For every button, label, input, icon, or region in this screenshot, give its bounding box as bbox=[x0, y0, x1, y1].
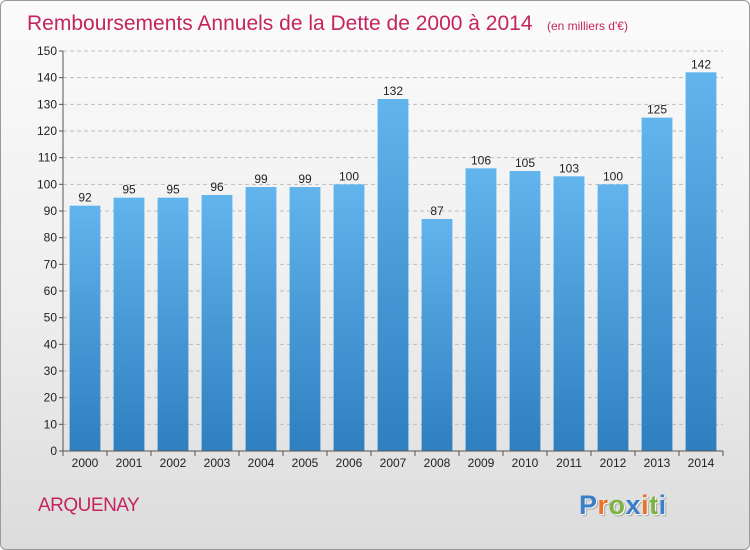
y-tick-label: 130 bbox=[37, 97, 57, 111]
x-tick-label-2001: 2001 bbox=[116, 456, 143, 470]
y-tick-label: 40 bbox=[44, 337, 58, 351]
x-tick-label-2008: 2008 bbox=[424, 456, 451, 470]
bar-2006 bbox=[333, 184, 365, 452]
axes bbox=[62, 51, 723, 452]
x-tick-label-2005: 2005 bbox=[292, 456, 319, 470]
bar-2001 bbox=[113, 197, 145, 451]
bar-2003 bbox=[201, 195, 233, 451]
x-tick-label-2014: 2014 bbox=[688, 456, 715, 470]
bars bbox=[69, 72, 717, 452]
x-tick-label-2003: 2003 bbox=[204, 456, 231, 470]
bar-value-labels: 92 95 95 96 99 99 100 132 87 106 105 103 100 125 142 bbox=[78, 57, 711, 218]
y-tick-label: 60 bbox=[44, 284, 58, 298]
commune-name: ARQUENAY bbox=[38, 495, 140, 516]
bar-value-label-2003: 96 bbox=[210, 180, 224, 194]
y-tick-label: 110 bbox=[38, 151, 57, 165]
y-tick-label: 30 bbox=[44, 364, 58, 378]
bar-2008 bbox=[421, 219, 453, 451]
logo-letter-6: i bbox=[658, 490, 667, 520]
x-tick-label-2013: 2013 bbox=[644, 456, 671, 470]
bar-2009 bbox=[465, 168, 497, 452]
bar-2007 bbox=[377, 99, 409, 451]
bar-value-label-2001: 95 bbox=[122, 183, 136, 197]
y-tick-label: 140 bbox=[37, 71, 57, 85]
bar-2005 bbox=[289, 187, 321, 451]
bar-value-label-2008: 87 bbox=[430, 204, 444, 218]
chart-title-main: Remboursements Annuels de la Dette de 20… bbox=[27, 12, 533, 35]
x-tick-label-2004: 2004 bbox=[248, 456, 275, 470]
logo-letter-1: r bbox=[597, 490, 609, 520]
bar-2000 bbox=[69, 205, 101, 451]
bar-2013 bbox=[641, 117, 673, 452]
bar-value-label-2011: 103 bbox=[559, 161, 579, 175]
bar-value-label-2009: 106 bbox=[471, 153, 491, 167]
logo-letter-5: t bbox=[649, 490, 659, 520]
bar-value-label-2004: 99 bbox=[254, 172, 268, 186]
chart-title: Remboursements Annuels de la Dette de 20… bbox=[27, 12, 628, 35]
bar-value-label-2000: 92 bbox=[78, 191, 92, 205]
x-tick-label-2010: 2010 bbox=[512, 456, 539, 470]
bar-value-label-2013: 125 bbox=[647, 103, 667, 117]
bar-2010 bbox=[509, 171, 541, 451]
bar-value-label-2007: 132 bbox=[383, 84, 403, 98]
y-tick-label: 20 bbox=[44, 391, 58, 405]
logo-letter-3: x bbox=[625, 490, 642, 520]
bar-value-label-2006: 100 bbox=[339, 169, 359, 183]
x-axis-ticks: 2000 2001 2002 2003 2004 2005 2006 2007 2008 2009… bbox=[62, 451, 724, 470]
bar-value-label-2012: 100 bbox=[603, 169, 623, 183]
bar-value-label-2005: 99 bbox=[298, 172, 312, 186]
x-tick-label-2009: 2009 bbox=[468, 456, 495, 470]
y-axis-ticks: 0 10 20 30 40 50 60 70 80 90 100 110 120 130 140 150 bbox=[37, 44, 63, 458]
chart-title-unit: (en milliers d'€) bbox=[547, 19, 628, 33]
bar-2002 bbox=[157, 197, 189, 451]
bar-2012 bbox=[597, 184, 629, 452]
bar-value-label-2014: 142 bbox=[691, 57, 711, 71]
bar-2011 bbox=[553, 176, 585, 452]
x-tick-label-2011: 2011 bbox=[556, 456, 582, 470]
logo-letter-0: P bbox=[579, 490, 598, 520]
y-tick-label: 0 bbox=[50, 444, 57, 458]
y-tick-label: 90 bbox=[44, 204, 58, 218]
proxiti-logo[interactable]: Proxiti bbox=[579, 490, 667, 521]
y-tick-label: 70 bbox=[44, 257, 58, 271]
y-tick-label: 150 bbox=[37, 44, 57, 58]
y-tick-label: 10 bbox=[44, 417, 58, 431]
logo-letter-4: i bbox=[641, 490, 650, 520]
y-tick-label: 80 bbox=[44, 231, 58, 245]
logo-letter-2: o bbox=[608, 490, 626, 520]
x-tick-label-2007: 2007 bbox=[380, 456, 407, 470]
bar-2014 bbox=[685, 72, 717, 451]
y-tick-label: 120 bbox=[37, 124, 57, 138]
bar-value-label-2010: 105 bbox=[515, 156, 535, 170]
x-tick-label-2006: 2006 bbox=[336, 456, 363, 470]
bar-value-label-2002: 95 bbox=[166, 183, 180, 197]
y-tick-label: 50 bbox=[44, 311, 58, 325]
x-tick-label-2000: 2000 bbox=[72, 456, 99, 470]
x-tick-label-2002: 2002 bbox=[160, 456, 187, 470]
bar-2004 bbox=[245, 187, 277, 451]
y-tick-label: 100 bbox=[37, 177, 57, 191]
x-tick-label-2012: 2012 bbox=[600, 456, 627, 470]
